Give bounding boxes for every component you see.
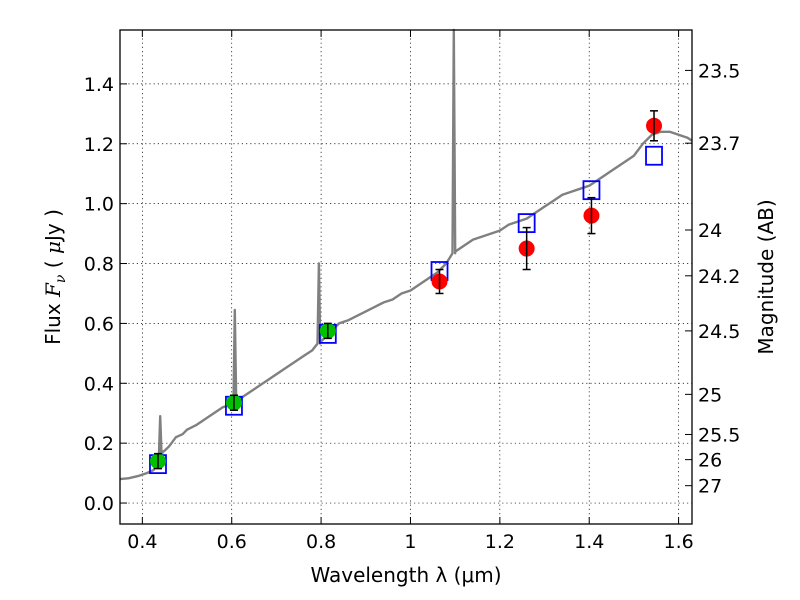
plot-frame	[119, 29, 693, 525]
grid-layer	[120, 30, 692, 524]
mag-tick-label: 24.5	[698, 321, 740, 343]
y-title-prefix: Flux	[41, 297, 65, 345]
x-tick-label: 0.8	[306, 531, 336, 553]
y-tick-label: 1.0	[84, 194, 114, 216]
tick-layer: 0.4 0.6 0.8 1 1.2 1.4 1.6 0.0 0.2 0.4 0.6 0.8 1.0 1.2…	[84, 30, 740, 553]
x-axis-title: Wavelength λ (μm)	[310, 563, 501, 587]
mag-tick-label: 24.2	[698, 266, 740, 288]
mag-tick-label: 25	[698, 384, 722, 406]
y-tick-label: 0.8	[84, 254, 114, 276]
x-tick-label: 1.2	[485, 531, 515, 553]
y-tick-label: 0.0	[84, 493, 114, 515]
mag-tick-label: 24	[698, 220, 722, 242]
mag-tick-label: 23.5	[698, 60, 740, 82]
spectrum-layer	[119, 28, 693, 481]
marker-layer	[149, 110, 663, 475]
x-tick-label: 0.4	[127, 531, 157, 553]
y-title-mu: μ	[41, 241, 65, 254]
model-band-square	[645, 145, 663, 166]
y-tick-label: 0.2	[84, 433, 114, 455]
y-title-unit: Jy )	[41, 209, 65, 243]
y-axis-title: Flux Fν ( μJy )	[41, 209, 69, 345]
mag-tick-label: 25.5	[698, 424, 740, 446]
mag-tick-label: 26	[698, 450, 722, 472]
x-tick-label: 1.4	[574, 531, 604, 553]
y-title-subscript: ν	[53, 274, 69, 283]
x-tick-label: 1.6	[663, 531, 693, 553]
x-tick-label: 0.6	[217, 531, 247, 553]
y-tick-label: 1.2	[84, 134, 114, 156]
y-tick-label: 0.4	[84, 373, 114, 395]
y-title-symbol: F	[41, 282, 65, 298]
y-title-open: (	[41, 254, 65, 275]
x-tick-label: 1	[404, 531, 416, 553]
model-spectrum-line	[119, 28, 693, 481]
mag-tick-label: 23.7	[698, 133, 740, 155]
y-tick-label: 1.4	[84, 74, 114, 96]
mag-tick-label: 27	[698, 476, 722, 498]
y-tick-label: 0.6	[84, 313, 114, 335]
right-axis-title: Magnitude (AB)	[754, 199, 778, 354]
